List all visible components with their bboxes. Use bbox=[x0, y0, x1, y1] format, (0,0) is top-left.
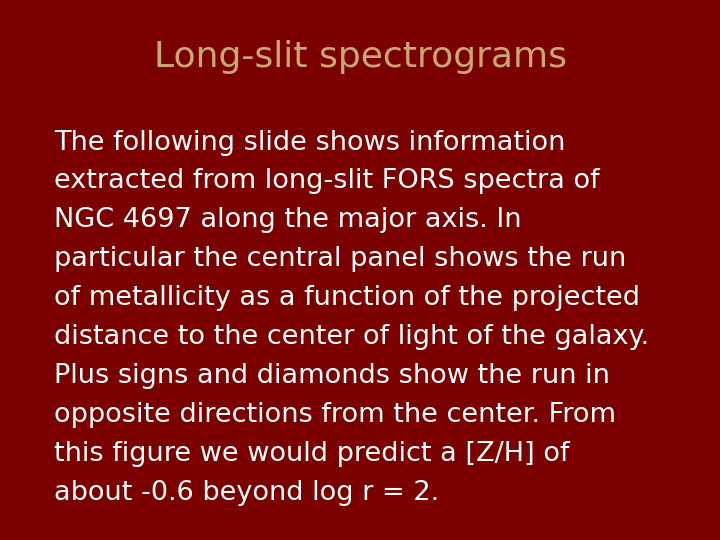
Text: this figure we would predict a [Z/H] of: this figure we would predict a [Z/H] of bbox=[54, 441, 570, 467]
Text: NGC 4697 along the major axis. In: NGC 4697 along the major axis. In bbox=[54, 207, 521, 233]
Text: opposite directions from the center. From: opposite directions from the center. Fro… bbox=[54, 402, 616, 428]
Text: extracted from long-slit FORS spectra of: extracted from long-slit FORS spectra of bbox=[54, 168, 600, 194]
Text: distance to the center of light of the galaxy.: distance to the center of light of the g… bbox=[54, 324, 649, 350]
Text: Long-slit spectrograms: Long-slit spectrograms bbox=[153, 40, 567, 75]
Text: The following slide shows information: The following slide shows information bbox=[54, 130, 565, 156]
Text: particular the central panel shows the run: particular the central panel shows the r… bbox=[54, 246, 626, 272]
Text: Plus signs and diamonds show the run in: Plus signs and diamonds show the run in bbox=[54, 363, 610, 389]
Text: of metallicity as a function of the projected: of metallicity as a function of the proj… bbox=[54, 285, 640, 311]
Text: about -0.6 beyond log r = 2.: about -0.6 beyond log r = 2. bbox=[54, 480, 439, 505]
